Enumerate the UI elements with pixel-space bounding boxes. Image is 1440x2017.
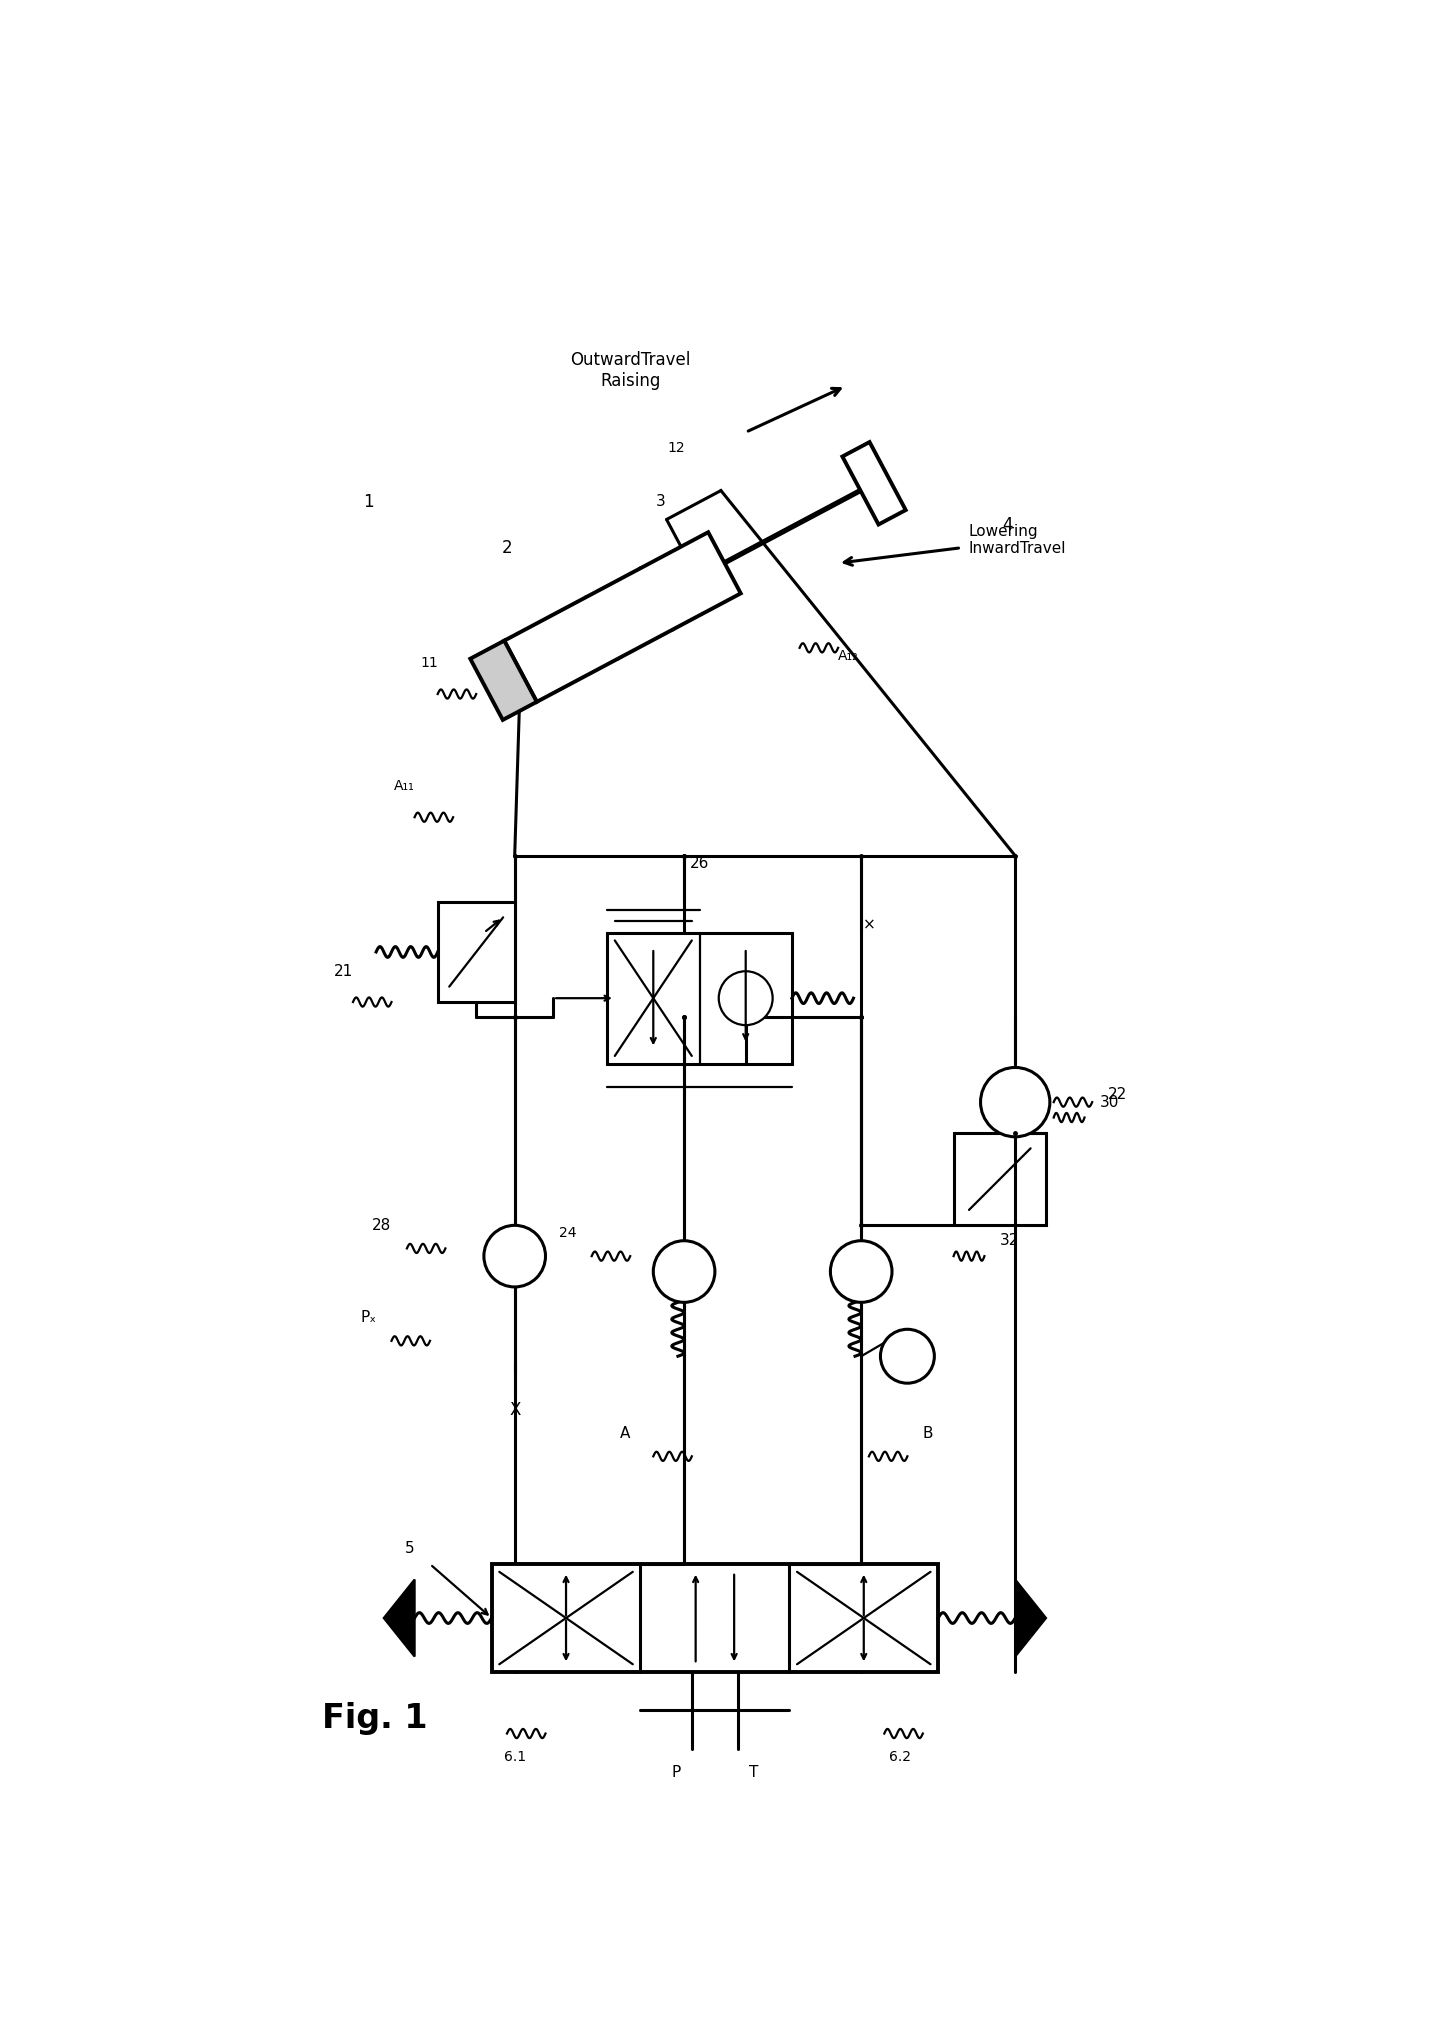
Bar [953,1134,1045,1226]
Polygon shape [504,532,740,702]
Bar [438,902,514,1002]
Text: 30: 30 [1100,1095,1119,1109]
Text: Fig. 1: Fig. 1 [323,1702,428,1735]
Text: 22: 22 [1107,1087,1128,1101]
Text: 11: 11 [420,656,438,670]
Bar [491,1563,939,1672]
Text: 24: 24 [559,1226,576,1240]
Circle shape [719,972,773,1025]
Circle shape [654,1240,714,1303]
Text: X: X [508,1402,520,1420]
Text: 26: 26 [690,855,708,871]
Text: 1: 1 [363,492,374,510]
Text: A: A [619,1426,631,1440]
Text: Pₓ: Pₓ [360,1311,376,1325]
Text: 32: 32 [999,1232,1020,1249]
Text: 4: 4 [1002,516,1012,535]
Text: P: P [672,1765,681,1779]
Text: A₁₂: A₁₂ [838,649,858,662]
Circle shape [484,1226,546,1287]
Text: 12: 12 [668,440,685,454]
Polygon shape [471,641,537,720]
Text: 5: 5 [405,1541,415,1557]
Text: B: B [923,1426,933,1440]
Text: 21: 21 [334,964,353,978]
Text: 3: 3 [657,494,665,508]
Text: Lowering
InwardTravel: Lowering InwardTravel [969,524,1067,557]
Bar [608,932,792,1063]
Text: OutwardTravel
Raising: OutwardTravel Raising [570,351,690,389]
Text: 2: 2 [501,539,513,557]
Circle shape [880,1329,935,1384]
Text: 28: 28 [373,1218,392,1232]
Polygon shape [384,1579,415,1656]
Text: T: T [749,1765,757,1779]
Text: A₁₁: A₁₁ [395,779,415,793]
Text: 6.2: 6.2 [888,1749,910,1763]
Circle shape [981,1067,1050,1138]
Polygon shape [1015,1579,1045,1656]
Polygon shape [842,442,906,524]
Text: ×: × [863,918,876,932]
Text: 6.1: 6.1 [504,1749,526,1763]
Circle shape [831,1240,891,1303]
